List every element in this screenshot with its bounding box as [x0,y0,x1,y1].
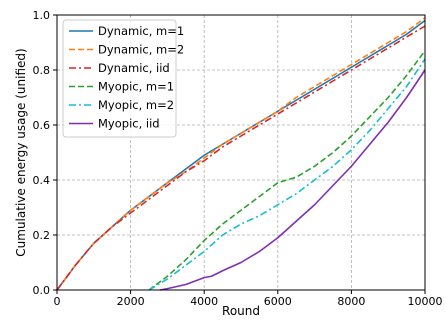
plot-frame [56,14,426,291]
y-tick-label: 0.2 [33,229,51,242]
legend-label-dynamic-m-1: Dynamic, m=1 [98,24,184,38]
x-tick-label: 2000 [117,295,145,308]
y-tick-label: 1.0 [33,9,51,22]
y-tick-label: 0.8 [33,64,51,77]
legend-label-myopic-m-2: Myopic, m=2 [98,98,174,112]
y-tick-label: 0.0 [33,284,51,297]
legend: Dynamic, m=1 Dynamic, m=2 Dynamic, iid Myop… [62,19,184,138]
ticks: 0 2000 4000 6000 8000 10000 0.0 0.2 0.4 0.6 0.8 1.0 [33,9,443,308]
y-tick-label: 0.4 [33,174,51,187]
x-tick-label: 10000 [408,295,443,308]
series-line-dynamic-iid [56,25,426,291]
x-tick-label: 6000 [264,295,292,308]
series-line-myopic-iid [159,69,426,291]
y-axis-label: Cumulative energy usage (unified) [14,48,28,256]
x-tick-label: 4000 [190,295,218,308]
x-tick-label: 8000 [337,295,365,308]
x-tick-label: 0 [54,295,61,308]
legend-label-myopic-m-1: Myopic, m=1 [98,80,174,94]
y-tick-label: 0.6 [33,119,51,132]
x-axis-label: Round [222,304,260,318]
legend-label-dynamic-m-2: Dynamic, m=2 [98,43,184,57]
series-line-myopic-m-2 [148,58,426,291]
series-group [56,17,426,291]
legend-label-myopic-iid: Myopic, iid [98,117,160,131]
legend-label-dynamic-iid: Dynamic, iid [98,61,170,75]
